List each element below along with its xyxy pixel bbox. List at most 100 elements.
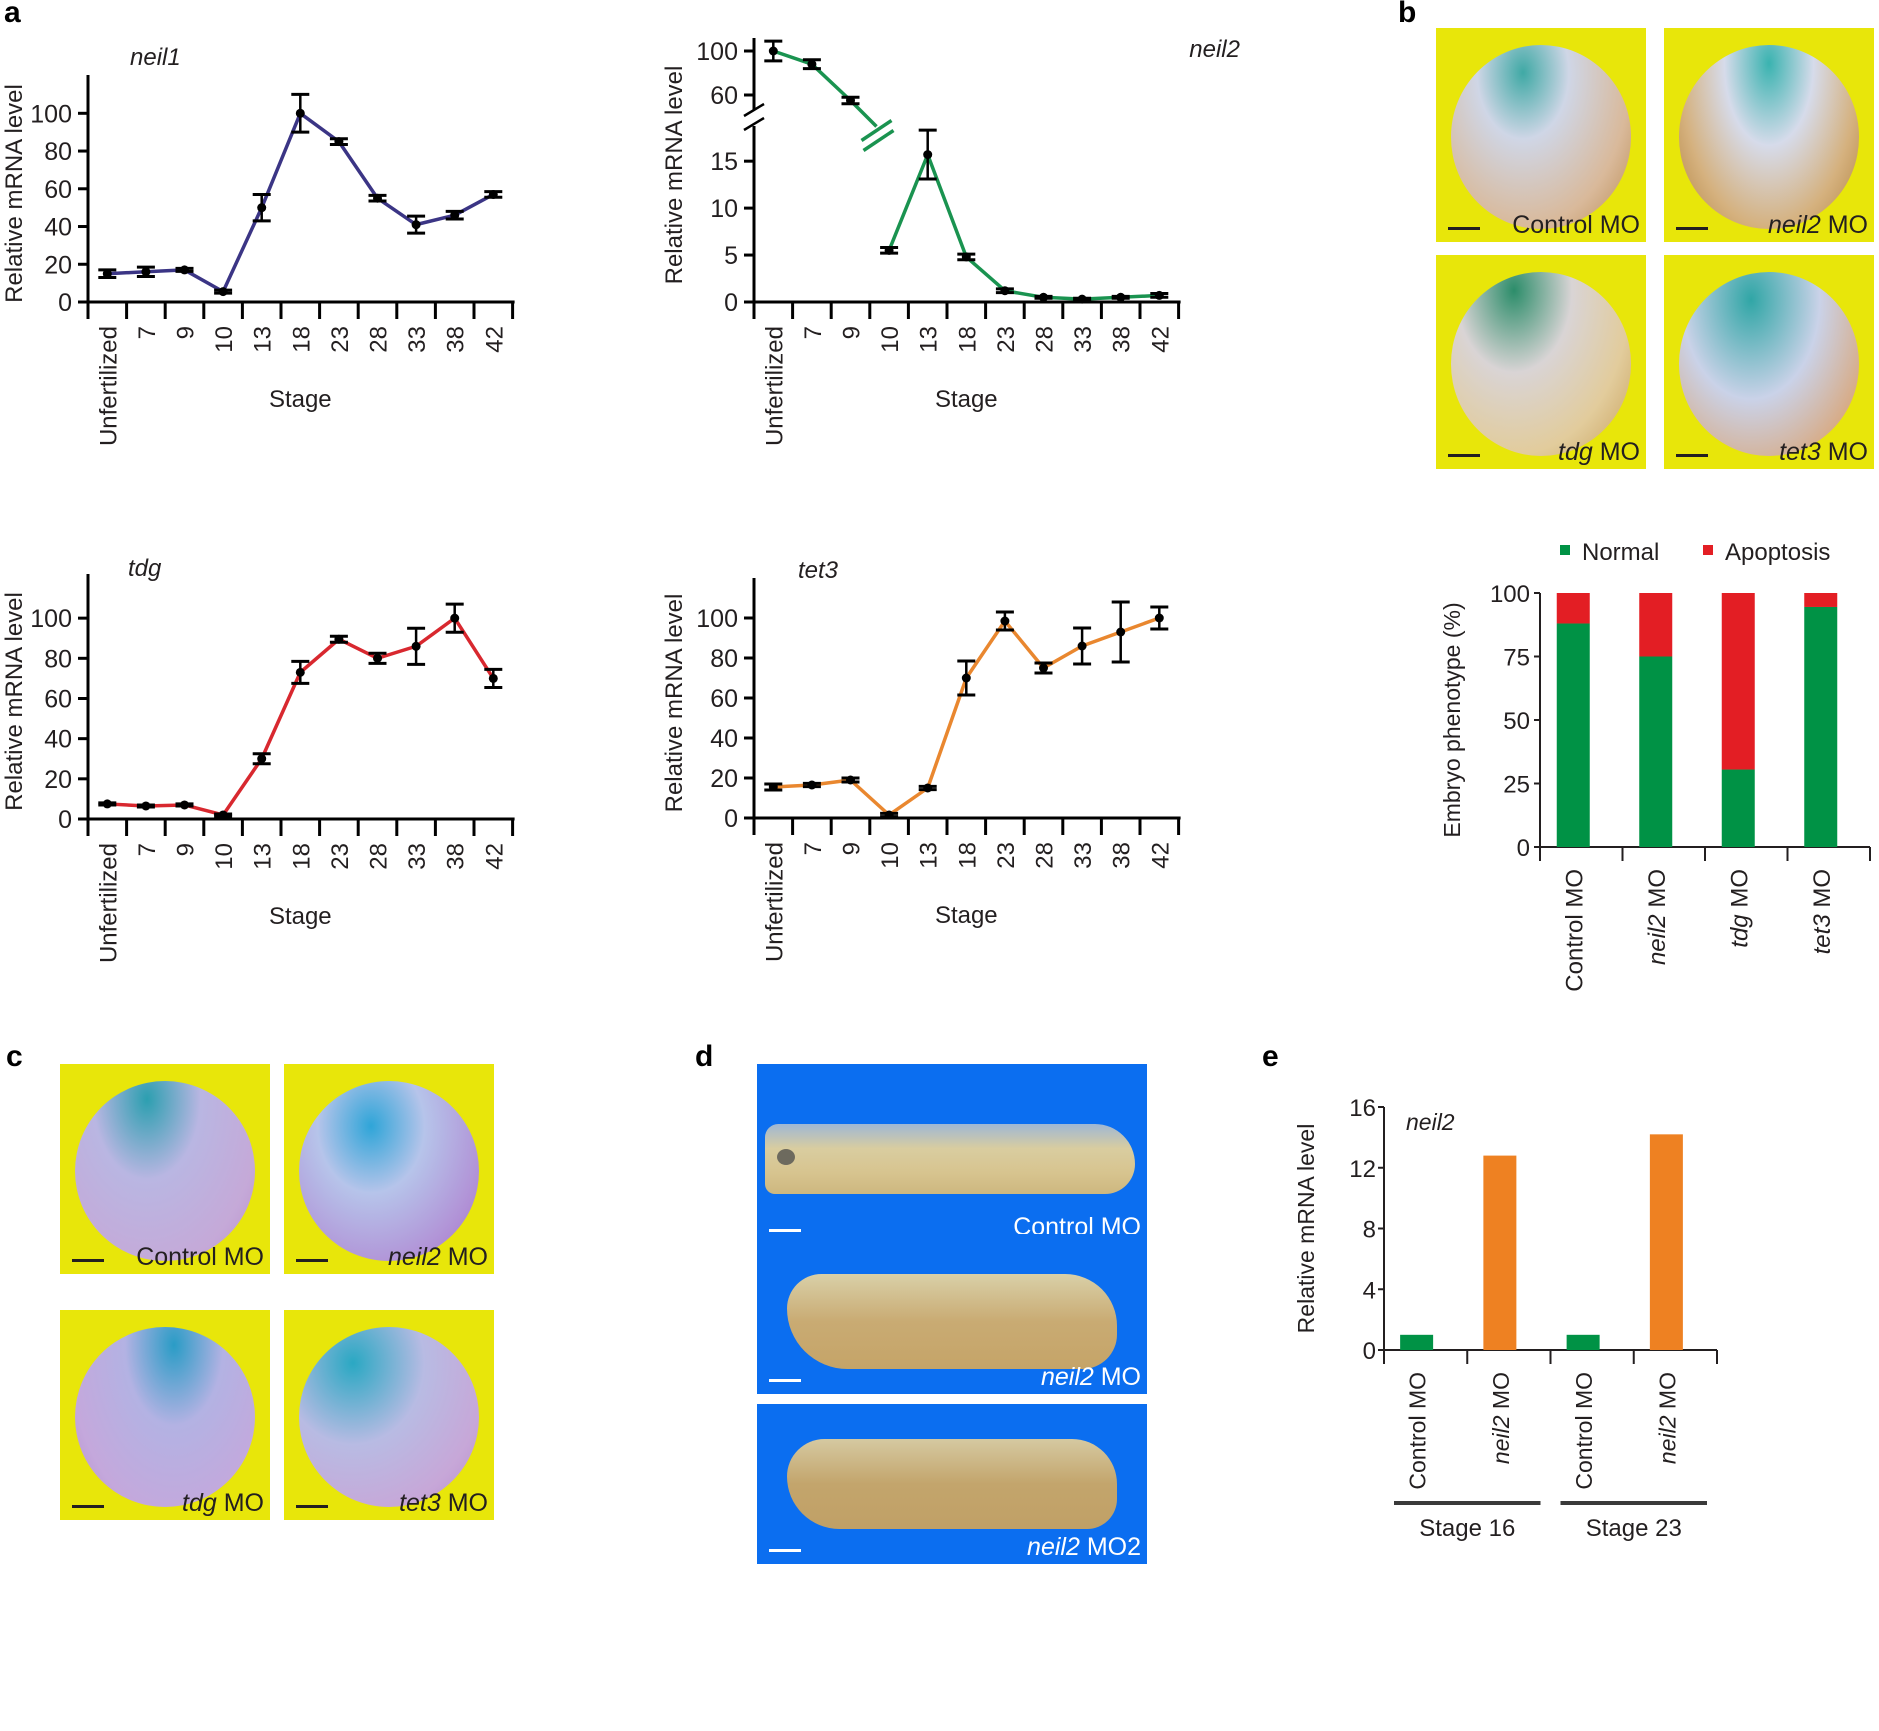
x-tick-label: 18 (288, 843, 315, 870)
data-point (807, 780, 817, 790)
x-tick-label: 10 (877, 842, 904, 869)
embryo-photo: tdg MO (60, 1310, 270, 1520)
embryo-photo: tet3 MO (284, 1310, 494, 1520)
panel-label-b: b (1398, 0, 1417, 29)
group-label: Stage 16 (1419, 1515, 1515, 1542)
tadpole-image (765, 1124, 1135, 1194)
data-point (411, 641, 421, 651)
x-tick-label: 7 (800, 326, 827, 339)
x-tick-label: 23 (993, 842, 1020, 869)
photo-label: Control MO (1512, 211, 1640, 239)
embryo-photo: Control MO (1436, 28, 1646, 242)
x-tick-label: Control MO (1405, 1372, 1431, 1490)
tadpole-photo: neil2 MO (757, 1234, 1147, 1394)
x-tick-label: 28 (1032, 842, 1059, 869)
data-point (334, 634, 344, 644)
bar-chart-neil2-knockdown: 0 4 8 12 16 Control MO neil2 MO Control MO neil2… (1293, 1095, 1718, 1542)
panel-label-d: d (695, 1040, 714, 1073)
embryo-image (1678, 272, 1860, 457)
embryo-image (1450, 45, 1632, 230)
x-tick-label: 9 (839, 842, 866, 855)
x-axis-title: Stage (269, 903, 332, 930)
tadpole-photo: Control MO (757, 1064, 1147, 1244)
x-tick-label: 23 (327, 326, 354, 353)
series-line (107, 111, 495, 294)
bar (1400, 1334, 1434, 1350)
data-point (218, 810, 228, 820)
photo-label: neil2 MO2 (1027, 1533, 1141, 1561)
bar-normal (1556, 623, 1590, 847)
y-tick-label: 10 (710, 195, 738, 223)
y-tick-label: 100 (30, 605, 72, 633)
photo-label: tet3 MO (1779, 438, 1868, 466)
x-tick-label: neil2 MO (1654, 1372, 1680, 1464)
x-tick-label: Control MO (1571, 1372, 1597, 1490)
data-point (961, 252, 971, 262)
x-tick-label: neil2 MO (1644, 869, 1671, 965)
legend-swatch-normal (1560, 545, 1570, 555)
data-point (923, 783, 933, 793)
bar-apoptosis (1804, 593, 1838, 607)
scale-bar (296, 1505, 328, 1508)
x-tick-label: 10 (211, 843, 238, 870)
scale-bar (769, 1549, 801, 1552)
y-tick-label: 60 (710, 82, 738, 110)
data-point (923, 150, 933, 160)
y-tick-label: 100 (30, 100, 72, 128)
bar-normal (1804, 606, 1838, 847)
x-tick-label: 7 (800, 842, 827, 855)
x-tick-label: Unfertilized (761, 326, 788, 446)
y-axis-title: Relative mRNA level (1293, 1124, 1319, 1334)
data-point (180, 800, 189, 810)
data-point (102, 799, 112, 809)
y-axis-title: Relative mRNA level (1, 592, 28, 811)
y-tick-label: 16 (1349, 1095, 1376, 1122)
y-tick-label: 12 (1349, 1156, 1376, 1183)
embryo-photo: tdg MO (1436, 255, 1646, 469)
gene-title: neil2 (1406, 1109, 1455, 1135)
x-tick-label: 33 (1070, 842, 1097, 869)
x-tick-label: tet3 MO (1809, 869, 1836, 954)
legend-label-normal: Normal (1582, 539, 1659, 566)
legend-label-apoptosis: Apoptosis (1725, 539, 1830, 566)
data-point (884, 810, 894, 820)
y-tick-label: 80 (44, 645, 72, 673)
data-point (218, 287, 228, 297)
x-tick-label: 7 (134, 326, 161, 339)
y-tick-label: 20 (44, 251, 72, 279)
photo-label: neil2 MO (1767, 211, 1868, 239)
y-tick-label: 50 (1503, 708, 1530, 735)
data-point (1039, 663, 1048, 673)
tadpole-image (787, 1439, 1117, 1529)
bar-normal (1721, 769, 1755, 847)
data-point (807, 59, 817, 69)
x-tick-label: 9 (839, 326, 866, 339)
bar (1566, 1334, 1600, 1350)
x-tick-label: Unfertilized (95, 326, 122, 446)
data-point (1077, 641, 1087, 651)
data-point (141, 801, 151, 811)
scale-bar (769, 1229, 801, 1232)
series-line (772, 49, 878, 128)
y-tick-label: 100 (696, 38, 738, 66)
y-tick-label: 80 (710, 645, 738, 673)
data-point (257, 203, 267, 213)
data-point (450, 613, 460, 623)
y-axis-title: Relative mRNA level (661, 66, 688, 285)
data-point (257, 754, 267, 764)
x-axis-title: Stage (269, 386, 332, 413)
data-point (1154, 290, 1164, 300)
tadpole-photo: neil2 MO2 (757, 1404, 1147, 1564)
x-tick-label: 18 (954, 842, 981, 869)
y-tick-label: 4 (1363, 1277, 1376, 1304)
x-tick-label: Control MO (1561, 869, 1588, 992)
data-point (1116, 627, 1126, 637)
gene-title: neil1 (130, 44, 181, 71)
photo-label: tet3 MO (399, 1489, 488, 1517)
bar (1649, 1134, 1683, 1350)
x-tick-label: Unfertilized (95, 843, 122, 963)
data-point (295, 667, 305, 677)
y-tick-label: 8 (1363, 1217, 1376, 1244)
x-tick-label: 9 (173, 326, 200, 339)
bar-apoptosis (1721, 593, 1755, 770)
